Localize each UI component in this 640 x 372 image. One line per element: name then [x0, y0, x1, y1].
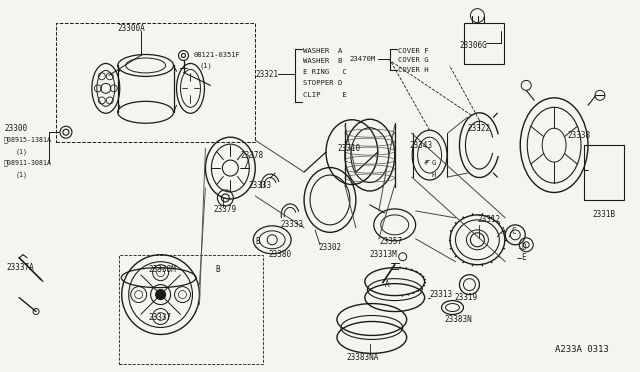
Text: 23333: 23333: [280, 220, 303, 230]
Bar: [56, 23, 255, 142]
Text: B: B: [216, 265, 220, 274]
Text: 23357: 23357: [380, 237, 403, 246]
Text: 23338: 23338: [567, 131, 590, 140]
Text: 23470M: 23470M: [350, 57, 376, 62]
Text: 23343: 23343: [410, 141, 433, 150]
Text: 䀈08911-3081A: 䀈08911-3081A: [3, 160, 51, 166]
Text: H: H: [431, 172, 436, 178]
Text: 23313M: 23313M: [370, 250, 397, 259]
Text: 23337A: 23337A: [6, 263, 34, 272]
Text: A233A 0313: A233A 0313: [555, 345, 609, 355]
Circle shape: [156, 290, 166, 299]
Text: (1): (1): [200, 62, 212, 69]
Text: G: G: [431, 160, 436, 166]
Bar: [584, 145, 624, 200]
Text: 23300A: 23300A: [118, 24, 145, 33]
Text: 23378: 23378: [240, 151, 264, 160]
Text: WASHER  A: WASHER A: [303, 48, 342, 54]
Text: (1): (1): [15, 149, 27, 155]
Text: COVER H: COVER H: [397, 67, 428, 73]
Text: E RING   C: E RING C: [303, 70, 347, 76]
Text: 23322: 23322: [467, 124, 491, 133]
Text: STOPPER D: STOPPER D: [303, 80, 342, 86]
Text: 23310: 23310: [338, 144, 361, 153]
Text: COVER F: COVER F: [397, 48, 428, 54]
Text: 23319: 23319: [454, 293, 477, 302]
Text: A: A: [385, 280, 389, 289]
Text: A: A: [501, 227, 506, 236]
Text: 23383N: 23383N: [445, 315, 472, 324]
Text: 23338M: 23338M: [148, 265, 177, 274]
Text: C: C: [511, 227, 516, 236]
Text: 䀈08915-1381A: 䀈08915-1381A: [3, 137, 51, 144]
Text: (1): (1): [15, 172, 27, 178]
Text: WASHER  B: WASHER B: [303, 58, 342, 64]
Text: D: D: [521, 243, 526, 252]
Text: 08121-0351F: 08121-0351F: [193, 52, 240, 58]
Text: COVER G: COVER G: [397, 57, 428, 64]
Text: CLIP     E: CLIP E: [303, 92, 347, 98]
Text: B: B: [255, 237, 260, 246]
Text: 23302: 23302: [318, 243, 341, 252]
Text: F: F: [424, 160, 429, 166]
Text: 23306G: 23306G: [460, 41, 487, 50]
Text: 23300: 23300: [4, 124, 28, 133]
Text: 23321: 23321: [255, 70, 278, 79]
Bar: [465, 23, 504, 64]
Text: 23333: 23333: [248, 180, 271, 189]
Text: 23313: 23313: [429, 290, 452, 299]
Text: E: E: [521, 253, 526, 262]
Text: 23337: 23337: [148, 313, 172, 322]
Bar: [119, 255, 263, 364]
Text: 2331B: 2331B: [592, 211, 615, 219]
Text: 23383NA: 23383NA: [347, 353, 380, 362]
Text: 23379: 23379: [213, 205, 237, 214]
Text: 23380: 23380: [268, 250, 291, 259]
Text: 23312: 23312: [477, 215, 500, 224]
